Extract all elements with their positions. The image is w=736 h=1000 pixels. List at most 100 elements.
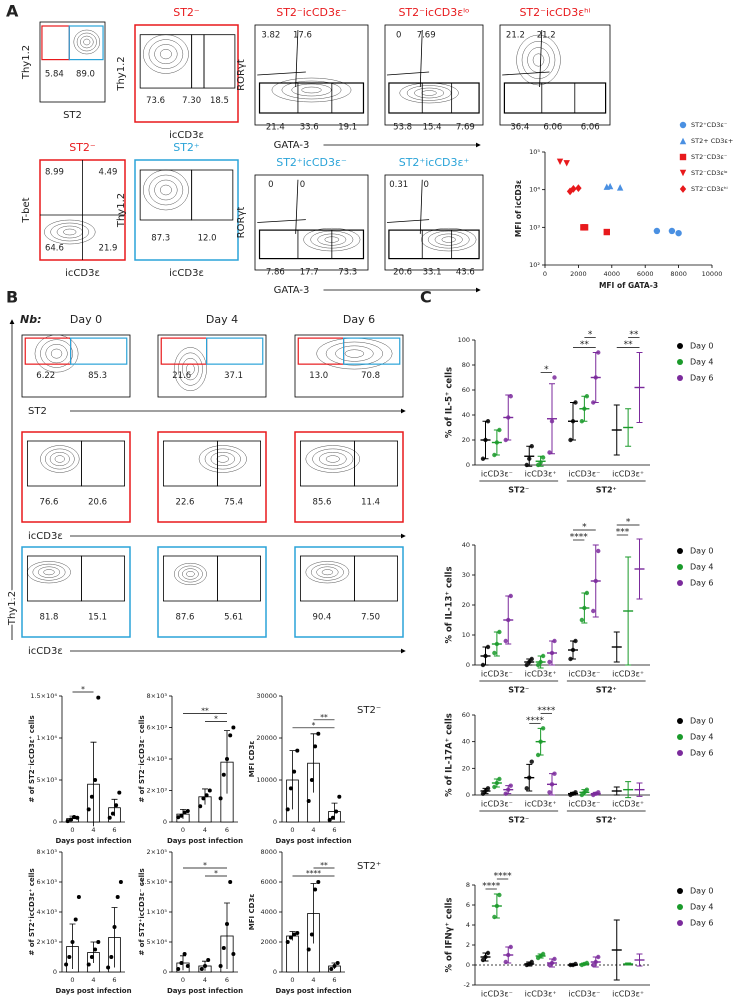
x-tick-label: 10000	[702, 270, 723, 278]
contour	[335, 345, 374, 362]
contour	[142, 34, 189, 74]
gate-value: 37.1	[224, 371, 243, 381]
gate-value: 36.4	[510, 123, 529, 133]
panel-label: B	[6, 288, 18, 307]
y-axis-title: # of ST2⁺icCD3ε⁻ cells	[138, 868, 146, 955]
contour	[305, 561, 350, 584]
point	[176, 815, 181, 820]
gate-value: 0	[300, 180, 305, 190]
x-tick-label: 4	[203, 826, 207, 834]
x-tick-label: 8000	[670, 270, 687, 278]
legend-marker	[679, 137, 687, 145]
point	[575, 184, 582, 192]
gate-value: 6.06	[543, 123, 562, 133]
x-tick-label: icCD3ε⁺	[612, 470, 644, 479]
flow-x-label: icCD3ε	[65, 268, 100, 279]
x-tick-label: 0	[70, 826, 74, 834]
point	[89, 794, 94, 799]
point	[547, 659, 552, 665]
contour	[186, 571, 195, 577]
point	[316, 731, 321, 736]
significance-label: ****	[570, 533, 589, 543]
y-axis-title: # of ST2⁺icCD3ε⁺ cells	[28, 868, 36, 955]
panel-label: A	[6, 2, 19, 21]
y-axis-title: % of IL-17A⁺ cells	[445, 713, 455, 797]
y-axis-title: # of ST2⁻icCD3ε⁺ cells	[28, 715, 36, 802]
gate-line	[419, 29, 423, 88]
gate-value: 33.6	[300, 123, 319, 133]
point	[306, 947, 311, 952]
flow-plot	[294, 431, 404, 523]
y-tick-label: 0	[466, 961, 470, 969]
gate-value: 17.7	[300, 268, 319, 278]
flow-x-label: icCD3ε	[169, 130, 204, 141]
point	[616, 184, 624, 191]
point	[653, 227, 661, 235]
point	[218, 796, 223, 801]
legend-marker	[677, 343, 683, 349]
flow-title: ST2⁻icCD3εʰⁱ	[519, 6, 590, 19]
y-tick-label: 4×10³	[37, 908, 58, 916]
contour	[148, 174, 184, 206]
point	[329, 967, 334, 971]
gate	[139, 34, 193, 89]
point	[115, 895, 120, 899]
point	[96, 695, 101, 700]
gate-value: 75.4	[224, 498, 243, 508]
gate-value: 21.2	[537, 31, 556, 41]
contour	[148, 39, 184, 69]
point	[231, 952, 236, 956]
contour	[406, 85, 452, 101]
group-label: ST2⁺	[596, 816, 617, 825]
x-tick-label: 0	[290, 826, 294, 834]
y-tick-label: 8	[466, 881, 470, 889]
x-tick-label: 0	[290, 976, 294, 984]
point	[203, 964, 207, 968]
y-tick-label: 20	[462, 436, 470, 444]
x-tick-label: icCD3ε⁻	[568, 990, 600, 999]
day-label: Day 6	[343, 313, 375, 326]
contour	[159, 49, 172, 60]
flow-x-label: icCD3ε	[28, 531, 63, 542]
legend-marker	[677, 750, 683, 756]
gate-value: 5.61	[224, 613, 243, 623]
y-axis-title: % of IL-13⁺ cells	[445, 566, 455, 643]
flow-x-label: GATA-3	[274, 140, 310, 151]
x-axis-title: Days post infection	[167, 837, 243, 845]
contour	[50, 222, 90, 242]
point	[231, 725, 236, 730]
y-tick-label: 8000	[260, 848, 277, 856]
y-tick-label: 60	[462, 386, 470, 394]
error-bar	[224, 730, 230, 794]
flow-plot	[157, 334, 267, 398]
gate-value: 12.0	[198, 234, 217, 244]
legend-label: Day 4	[690, 733, 713, 742]
x-tick-label: icCD3ε⁺	[612, 990, 644, 999]
contour	[40, 339, 74, 368]
contour	[316, 566, 339, 578]
contour	[271, 77, 352, 103]
point	[106, 965, 111, 970]
error-bar	[180, 809, 186, 819]
flow-plot	[254, 174, 369, 271]
contour	[173, 347, 207, 392]
contour	[45, 344, 68, 364]
y-tick-label: 60	[462, 711, 470, 719]
gate-line	[257, 71, 306, 76]
gate	[191, 169, 234, 221]
flow-y-label: Thy1.2	[7, 591, 18, 626]
x-tick-label: 6	[332, 976, 336, 984]
point	[292, 769, 297, 774]
gate-value: 7.30	[182, 96, 201, 106]
x-tick-label: 0	[70, 976, 74, 984]
gate-value: 73.3	[338, 268, 357, 278]
y-tick-label: 100	[458, 336, 470, 344]
point	[306, 799, 311, 803]
point	[668, 227, 676, 235]
point	[292, 932, 297, 937]
gate-value: 0.31	[389, 180, 408, 190]
flow-x-label: ST2	[28, 406, 47, 417]
flow-plot	[157, 546, 267, 638]
y-tick-label: 2×10⁵	[147, 848, 168, 856]
gate-value: 22.6	[176, 498, 195, 508]
